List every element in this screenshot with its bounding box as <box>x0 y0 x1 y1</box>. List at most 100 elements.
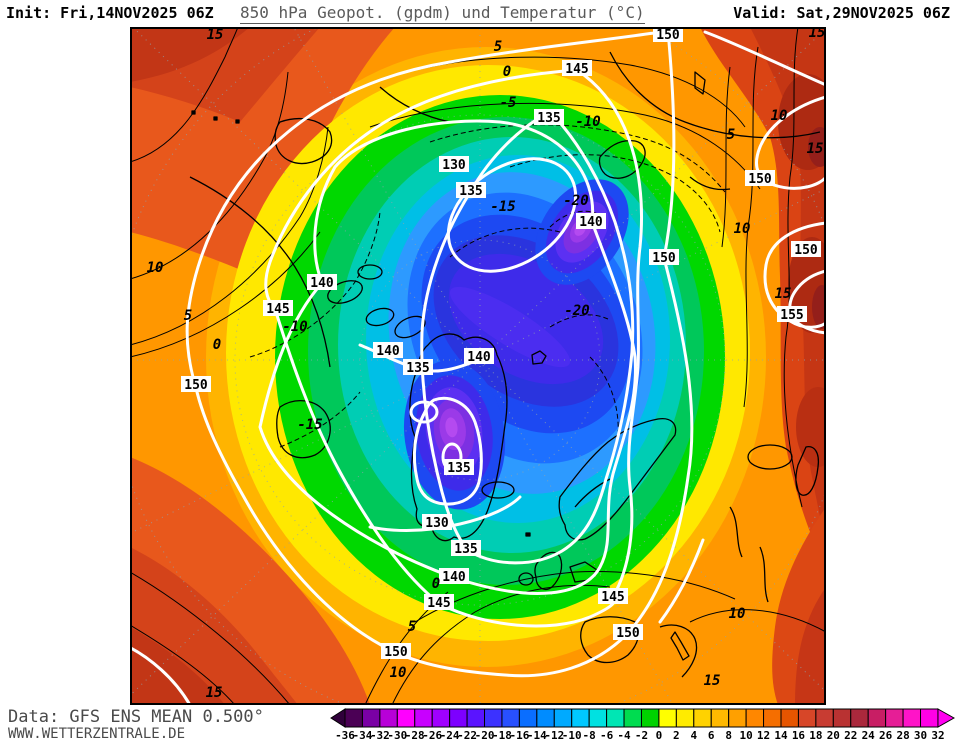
svg-text:140: 140 <box>467 350 491 365</box>
svg-text:145: 145 <box>427 596 450 611</box>
temperature-label: 5 <box>408 619 416 635</box>
colorbar-segment <box>379 708 398 728</box>
svg-text:150: 150 <box>652 251 676 266</box>
svg-text:140: 140 <box>442 570 466 585</box>
geopotential-label: 150 <box>649 249 679 266</box>
colorbar-tick-label: 2 <box>673 729 680 741</box>
colorbar-segment <box>797 708 817 728</box>
geopotential-label: 140 <box>307 274 337 291</box>
map-canvas: 1501451351301351401501501551501401451401… <box>130 27 826 705</box>
colorbar-segment <box>745 708 765 728</box>
colorbar-segment <box>675 708 695 728</box>
geopotential-label: 145 <box>562 60 592 77</box>
geopotential-label: 130 <box>422 514 452 531</box>
colorbar-segment <box>658 708 677 728</box>
geopotential-label: 135 <box>534 109 564 126</box>
temperature-label: 10 <box>729 606 746 622</box>
geopotential-label: 150 <box>791 241 821 258</box>
colorbar-tick-label: 32 <box>931 729 944 741</box>
temperature-label: 10 <box>390 665 407 681</box>
colorbar-segment <box>361 708 381 728</box>
svg-text:140: 140 <box>310 276 334 291</box>
colorbar-tick-label: 16 <box>792 729 806 741</box>
colorbar-segment <box>780 708 799 728</box>
website-label: WWW.WETTERZENTRALE.DE <box>8 726 186 742</box>
colorbar-segment <box>850 708 869 728</box>
geopotential-label: 150 <box>653 27 683 43</box>
svg-text:135: 135 <box>447 461 470 476</box>
colorbar-tick-label: -16 <box>509 729 529 741</box>
colorbar-segment <box>640 708 660 728</box>
colorbar-segment <box>536 708 555 728</box>
svg-text:150: 150 <box>656 28 680 43</box>
geopotential-contour-layer <box>130 29 826 705</box>
geopotential-label: 140 <box>373 342 403 359</box>
colorbar-segment <box>588 708 608 728</box>
temperature-label: 5 <box>494 39 502 55</box>
colorbar-tick-label: 12 <box>757 729 770 741</box>
data-source-label: Data: GFS ENS MEAN 0.500° <box>8 707 264 727</box>
colorbar-tick-label: -36 <box>335 729 355 741</box>
temperature-label: 15 <box>775 286 792 302</box>
svg-text:130: 130 <box>425 516 449 531</box>
colorbar-segment <box>623 708 642 728</box>
svg-text:145: 145 <box>266 302 289 317</box>
colorbar-tick-label: -34 <box>353 729 373 741</box>
temperature-colorbar: -36-34-32-30-28-26-24-22-20-18-16-14-12-… <box>330 708 955 741</box>
colorbar-segment <box>710 708 730 728</box>
colorbar-segment <box>815 708 834 728</box>
map-title: 850 hPa Geopot. (gpdm) und Temperatur (°… <box>240 3 645 24</box>
temperature-label: 15 <box>807 141 824 157</box>
colorbar-tick-label: 8 <box>725 729 732 741</box>
geopotential-label: 140 <box>439 568 469 585</box>
colorbar-over-arrow <box>937 708 955 728</box>
temperature-label: -20 <box>563 193 588 209</box>
colorbar-tick-label: -22 <box>457 729 477 741</box>
temperature-label: -15 <box>490 199 515 215</box>
temperature-label: 15 <box>206 685 223 701</box>
init-time-label: Init: Fri,14NOV2025 06Z <box>6 4 214 22</box>
colorbar-segment <box>501 708 520 728</box>
colorbar-segment <box>832 708 852 728</box>
colorbar-tick-label: 4 <box>690 729 697 741</box>
temperature-label: 15 <box>704 673 721 689</box>
temperature-label: 15 <box>809 27 826 41</box>
isotherm-layer <box>130 27 826 705</box>
map-border <box>130 27 826 705</box>
temperature-label: 10 <box>734 221 751 237</box>
temperature-label: -20 <box>564 303 589 319</box>
colorbar-tick-label: 14 <box>774 729 788 741</box>
colorbar-tick-label: 20 <box>827 729 840 741</box>
geopotential-label: 135 <box>456 182 486 199</box>
colorbar-segment <box>606 708 625 728</box>
weather-map: 150 145 135 130 135 140 150 150 155 150 140 145 140 1… <box>130 27 826 705</box>
temperature-label: 10 <box>147 260 164 276</box>
temperature-label: 15 <box>207 27 224 43</box>
colorbar-tick-label: 6 <box>708 729 715 741</box>
colorbar-tick-label: -10 <box>562 729 582 741</box>
temperature-label: 0 <box>503 64 511 80</box>
colorbar-tick-label: -32 <box>370 729 390 741</box>
geopotential-label: 145 <box>598 588 628 605</box>
colorbar-tick-label: -30 <box>387 729 407 741</box>
temperature-label: 5 <box>727 127 735 143</box>
colorbar-tick-label: -14 <box>527 729 547 741</box>
svg-text:140: 140 <box>579 215 603 230</box>
colorbar-segment <box>867 708 887 728</box>
graticule-layer <box>130 27 826 705</box>
temperature-label: -15 <box>297 417 322 433</box>
colorbar-segment <box>518 708 538 728</box>
svg-text:135: 135 <box>537 111 560 126</box>
temperature-label: 0 <box>213 337 221 353</box>
colorbar-tick-label: -8 <box>583 729 596 741</box>
svg-text:150: 150 <box>384 645 408 660</box>
colorbar-tick-label: -4 <box>617 729 631 741</box>
colorbar-segment <box>920 708 939 728</box>
colorbar-tick-label: 10 <box>739 729 752 741</box>
colorbar-segment <box>414 708 433 728</box>
colorbar-segment <box>484 708 503 728</box>
svg-text:145: 145 <box>565 62 588 77</box>
svg-text:130: 130 <box>442 158 466 173</box>
colorbar-segment <box>728 708 747 728</box>
